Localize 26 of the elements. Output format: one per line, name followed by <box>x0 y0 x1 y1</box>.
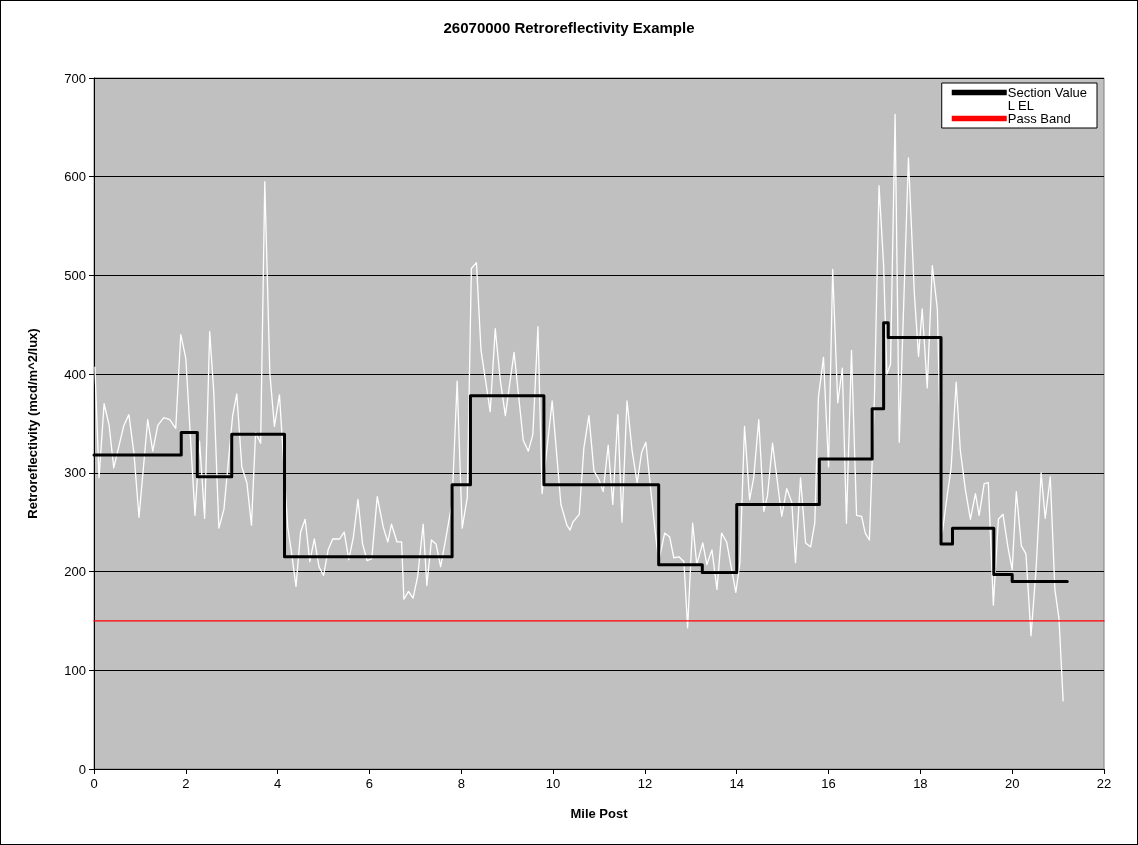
y-tick-label: 100 <box>64 662 86 678</box>
legend-label: Pass Band <box>1007 111 1071 126</box>
y-tick-label: 200 <box>64 564 86 580</box>
x-tick-label: 0 <box>90 776 98 791</box>
x-tick-label: 12 <box>637 776 653 791</box>
x-tick-label: 14 <box>729 776 744 791</box>
x-axis-title: Mile Post <box>570 806 629 821</box>
chart-title: 26070000 Retroreflectivity Example <box>443 19 695 36</box>
y-tick-label: 400 <box>64 366 86 382</box>
x-tick-label: 20 <box>1004 776 1020 791</box>
x-tick-label: 22 <box>1096 776 1112 791</box>
y-tick-label: 0 <box>78 761 86 777</box>
x-tick-label: 16 <box>821 776 836 791</box>
x-tick-label: 10 <box>545 776 561 791</box>
text: L EL <box>1007 98 1035 113</box>
x-tick-label: 2 <box>182 776 190 791</box>
y-tick-label: 300 <box>64 465 86 481</box>
x-tick-label: 8 <box>457 776 465 791</box>
y-tick-label: 500 <box>64 267 86 283</box>
x-tick-label: 18 <box>913 776 928 791</box>
y-axis-title: Retroreflectivity (mcd/m^2/lux) <box>25 328 40 519</box>
x-tick-label: 4 <box>274 776 282 791</box>
x-tick-label: 6 <box>365 776 374 791</box>
y-tick-label: 700 <box>64 70 86 86</box>
y-tick-label: 600 <box>64 169 86 185</box>
legend-label: Section Value <box>1007 85 1088 100</box>
